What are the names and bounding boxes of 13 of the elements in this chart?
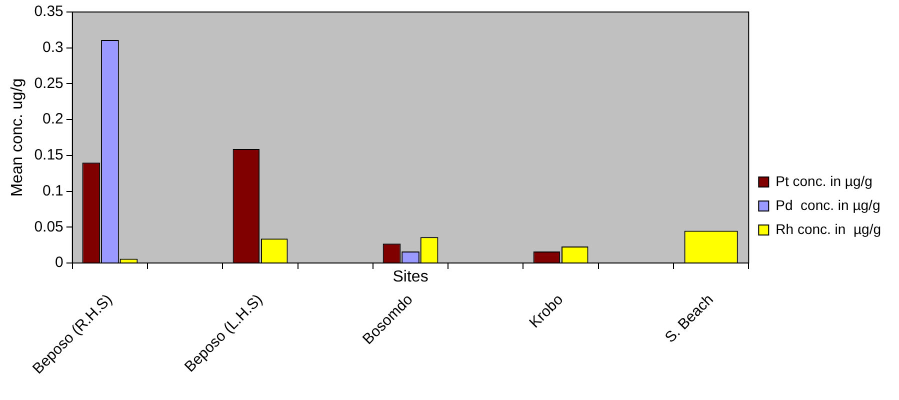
- y-tick-label: 0.15: [34, 146, 64, 164]
- y-tick-label: 0.1: [42, 182, 64, 200]
- y-tick-label: 0: [55, 254, 64, 272]
- legend-label: Pt conc. in µg/g: [776, 172, 872, 189]
- y-tick-label: 0.05: [34, 218, 64, 236]
- y-tick-label: 0.25: [34, 74, 64, 92]
- y-tick-label: 0.3: [42, 39, 64, 56]
- y-tick-label: 0.2: [42, 110, 64, 128]
- legend-label: Rh conc. in µg/g: [776, 220, 881, 237]
- y-tick-label: 0.35: [34, 3, 64, 20]
- x-axis-title: Sites: [392, 268, 428, 286]
- y-axis-title: Mean conc. ug/g: [9, 78, 26, 197]
- legend-label: Pd conc. in µg/g: [776, 196, 880, 213]
